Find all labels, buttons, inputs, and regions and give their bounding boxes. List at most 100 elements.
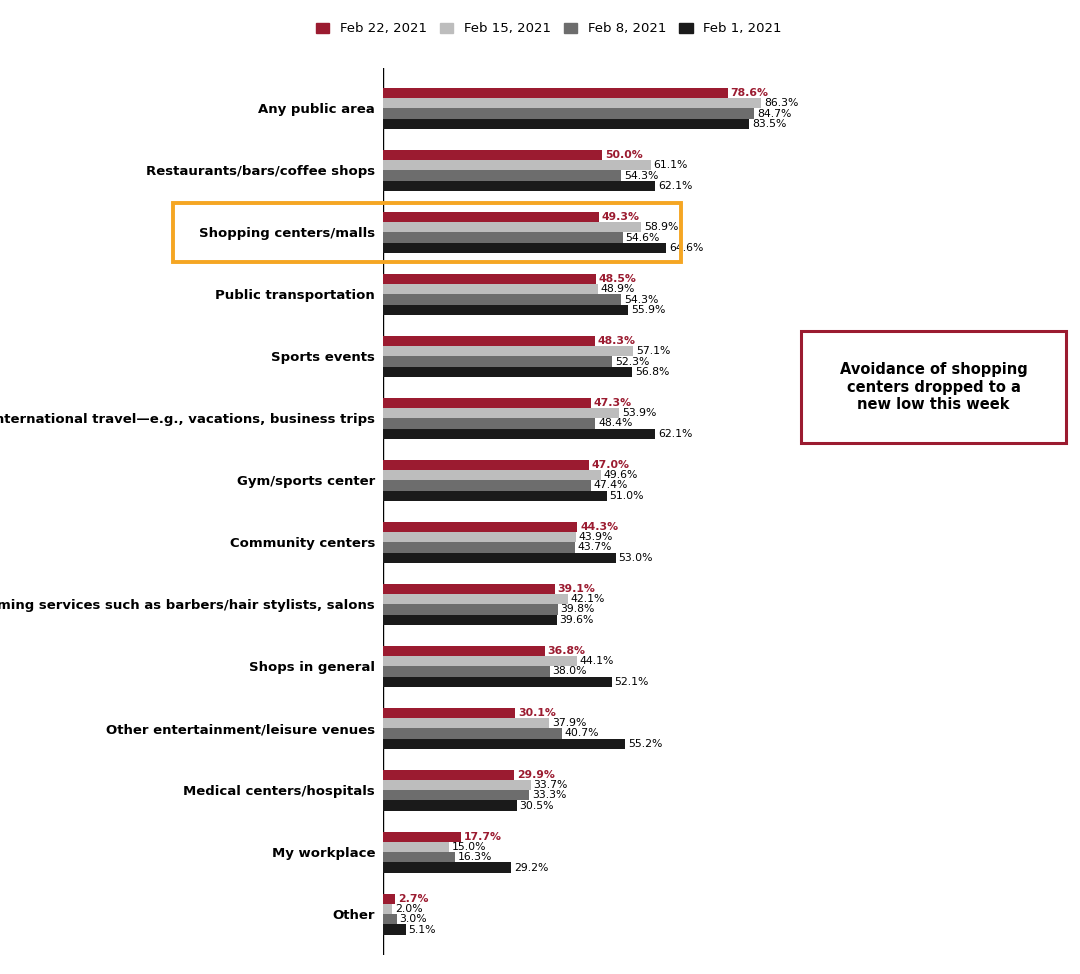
- Text: 48.9%: 48.9%: [600, 284, 635, 294]
- Bar: [383, 738, 625, 749]
- Text: 3.0%: 3.0%: [400, 915, 427, 924]
- Text: 54.6%: 54.6%: [625, 233, 660, 243]
- Text: 54.3%: 54.3%: [624, 294, 658, 305]
- Text: 39.6%: 39.6%: [559, 615, 594, 624]
- Text: 55.2%: 55.2%: [627, 738, 662, 749]
- Bar: [383, 532, 576, 543]
- Bar: [383, 366, 632, 377]
- Text: 39.8%: 39.8%: [561, 605, 595, 615]
- Text: 54.3%: 54.3%: [624, 170, 658, 180]
- Bar: [383, 615, 557, 624]
- Bar: [383, 863, 511, 873]
- Bar: [383, 470, 600, 480]
- Bar: [383, 181, 656, 191]
- Text: Avoidance of shopping
centers dropped to a
new low this week: Avoidance of shopping centers dropped to…: [840, 362, 1027, 412]
- Text: 61.1%: 61.1%: [653, 161, 688, 170]
- Bar: [383, 904, 392, 915]
- Bar: [383, 543, 575, 552]
- Text: 53.9%: 53.9%: [622, 408, 657, 418]
- Bar: [383, 429, 656, 439]
- Bar: [383, 852, 455, 863]
- Bar: [383, 894, 395, 904]
- Text: 30.1%: 30.1%: [518, 708, 556, 718]
- Text: 47.4%: 47.4%: [594, 480, 627, 491]
- Bar: [383, 924, 406, 935]
- Text: 53.0%: 53.0%: [618, 552, 652, 563]
- Bar: [383, 170, 621, 181]
- Bar: [383, 666, 550, 677]
- Text: 2.7%: 2.7%: [397, 894, 429, 904]
- Text: 5.1%: 5.1%: [408, 924, 436, 935]
- Text: 48.5%: 48.5%: [598, 274, 636, 284]
- Text: 44.3%: 44.3%: [580, 522, 618, 532]
- Bar: [383, 119, 750, 129]
- Text: 84.7%: 84.7%: [757, 108, 792, 119]
- Bar: [383, 842, 449, 852]
- Text: 42.1%: 42.1%: [570, 594, 605, 604]
- Bar: [383, 243, 666, 253]
- Text: 52.1%: 52.1%: [615, 677, 649, 687]
- Text: 49.6%: 49.6%: [604, 470, 637, 480]
- Bar: [383, 832, 461, 842]
- Text: 30.5%: 30.5%: [519, 801, 554, 810]
- Text: 37.9%: 37.9%: [552, 718, 586, 729]
- Bar: [383, 88, 728, 98]
- Bar: [383, 98, 761, 108]
- Text: 51.0%: 51.0%: [609, 491, 644, 501]
- Legend: Feb 22, 2021, Feb 15, 2021, Feb 8, 2021, Feb 1, 2021: Feb 22, 2021, Feb 15, 2021, Feb 8, 2021,…: [311, 18, 787, 41]
- Text: 33.3%: 33.3%: [531, 790, 566, 801]
- Bar: [383, 419, 595, 429]
- Text: 47.0%: 47.0%: [592, 460, 630, 470]
- Bar: [383, 398, 591, 408]
- Bar: [383, 336, 595, 346]
- Bar: [383, 233, 622, 243]
- Text: 52.3%: 52.3%: [616, 356, 649, 366]
- Text: 47.3%: 47.3%: [593, 398, 632, 408]
- Bar: [383, 356, 612, 366]
- Text: 48.4%: 48.4%: [598, 419, 633, 429]
- Text: 57.1%: 57.1%: [636, 347, 671, 356]
- Bar: [383, 769, 514, 780]
- Bar: [383, 491, 607, 501]
- Bar: [383, 708, 515, 718]
- Bar: [383, 408, 620, 419]
- Bar: [383, 780, 531, 790]
- Text: 43.9%: 43.9%: [578, 532, 612, 543]
- Text: 15.0%: 15.0%: [451, 843, 486, 852]
- Text: 38.0%: 38.0%: [553, 666, 586, 676]
- Text: 49.3%: 49.3%: [602, 212, 640, 222]
- Bar: [383, 346, 634, 356]
- Text: 55.9%: 55.9%: [631, 305, 665, 315]
- Text: 62.1%: 62.1%: [658, 429, 692, 438]
- Bar: [383, 108, 755, 119]
- Bar: [383, 284, 597, 294]
- Bar: [383, 480, 591, 491]
- Bar: [383, 594, 568, 604]
- Bar: [383, 646, 544, 656]
- Text: 86.3%: 86.3%: [764, 98, 798, 108]
- Text: 36.8%: 36.8%: [548, 646, 585, 656]
- Bar: [383, 656, 577, 666]
- Bar: [383, 222, 642, 233]
- Text: 44.1%: 44.1%: [579, 656, 613, 666]
- Bar: [383, 718, 550, 729]
- Text: 39.1%: 39.1%: [557, 584, 595, 594]
- Text: 16.3%: 16.3%: [458, 852, 491, 862]
- Text: 40.7%: 40.7%: [564, 729, 598, 738]
- Bar: [383, 460, 590, 470]
- Text: 56.8%: 56.8%: [635, 367, 670, 377]
- Bar: [383, 161, 651, 170]
- Bar: [383, 583, 555, 594]
- Bar: [383, 212, 599, 222]
- Text: 48.3%: 48.3%: [597, 336, 636, 346]
- Text: 62.1%: 62.1%: [658, 181, 692, 191]
- Bar: [383, 915, 396, 924]
- Bar: [383, 729, 562, 738]
- Text: 2.0%: 2.0%: [395, 904, 422, 915]
- Bar: [383, 552, 616, 563]
- Bar: [383, 677, 611, 687]
- Text: 83.5%: 83.5%: [752, 119, 786, 129]
- Bar: [383, 274, 596, 284]
- Bar: [383, 305, 629, 315]
- Text: 17.7%: 17.7%: [463, 832, 501, 842]
